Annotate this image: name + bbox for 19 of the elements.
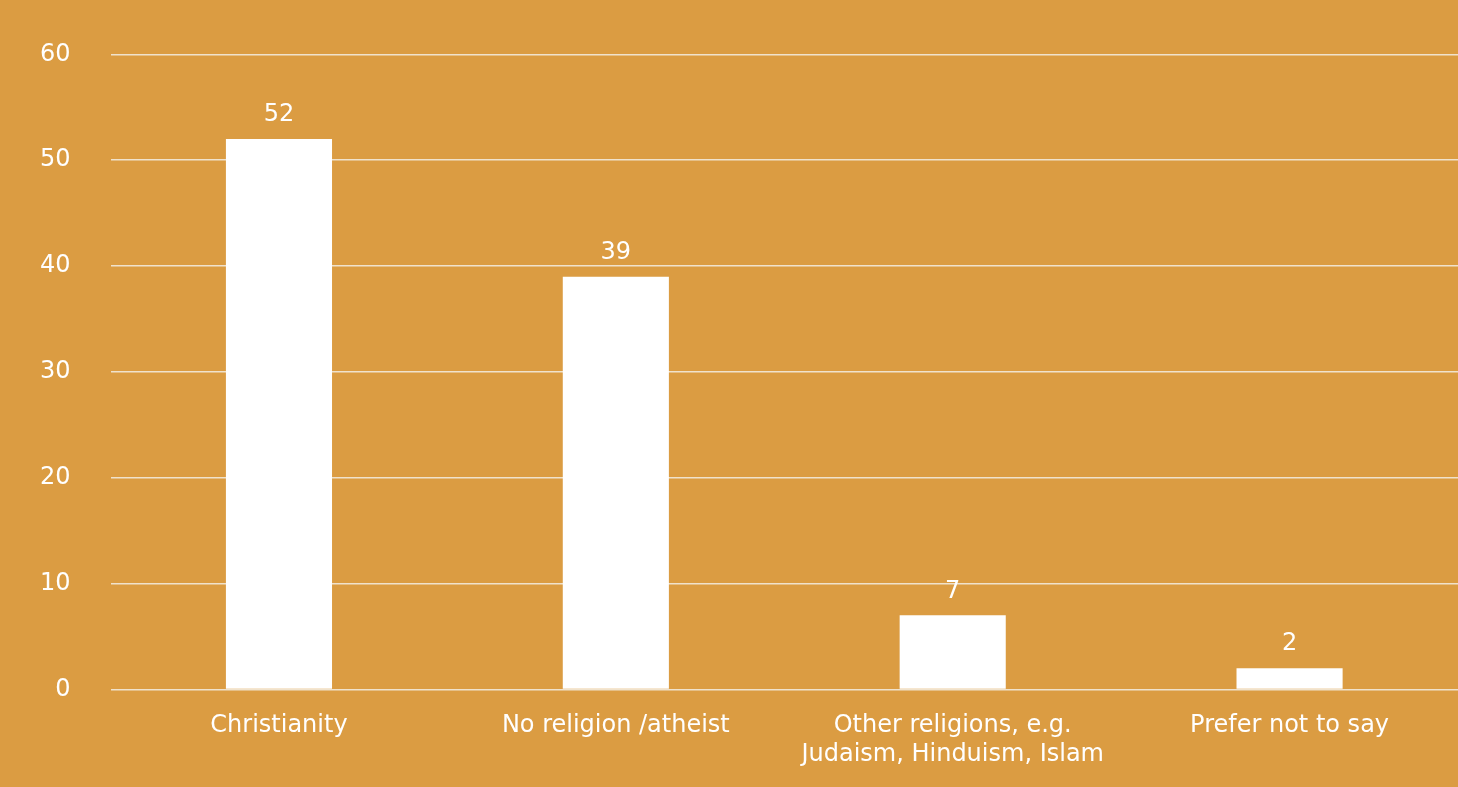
data-label: 52 [263,99,295,128]
y-tick-label: 10 [39,567,71,596]
y-tick-label: 0 [55,673,71,702]
x-tick-label: No religion /atheist [501,710,730,739]
x-tick-label: Other religions, e.g. Judaism, Hinduism, Islam [799,710,1104,767]
x-tick-label: Christianity [210,710,348,739]
y-tick-label: 40 [39,250,71,279]
y-tick-label: 30 [39,356,71,385]
x-tick-label: Prefer not to say [1190,710,1390,739]
y-tick-label: 50 [39,144,71,173]
data-label: 7 [945,575,961,604]
bar [899,615,1006,689]
data-label: 39 [600,236,632,265]
data-label: 2 [1281,628,1298,657]
bar [225,139,333,689]
bar [1236,668,1343,689]
y-tick-label: 20 [39,461,71,490]
bar [562,276,669,689]
y-tick-label: 60 [39,38,71,67]
